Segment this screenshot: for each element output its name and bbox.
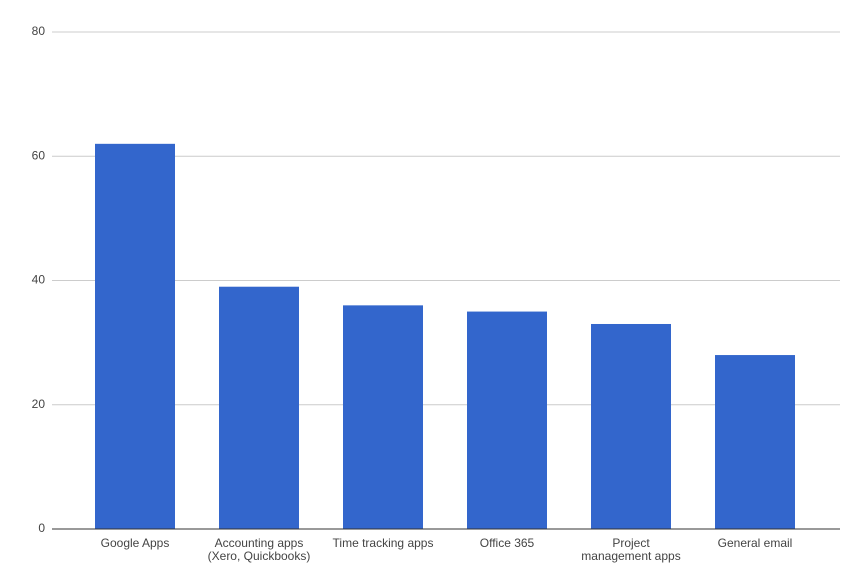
y-tick-label: 40 bbox=[32, 273, 46, 287]
bar bbox=[467, 311, 547, 529]
bar bbox=[95, 143, 175, 529]
x-tick-label: General email bbox=[717, 536, 793, 550]
y-tick-label: 0 bbox=[38, 521, 45, 535]
x-tick-label: Project management apps bbox=[581, 536, 681, 563]
x-tick-label: Time tracking apps bbox=[332, 536, 434, 550]
y-tick-label: 60 bbox=[32, 148, 46, 162]
x-tick-label: Office 365 bbox=[479, 536, 535, 550]
x-tick-label: Accounting apps (Xero, Quickbooks) bbox=[207, 536, 311, 563]
bar bbox=[343, 305, 423, 529]
bar bbox=[715, 355, 795, 529]
y-tick-label: 80 bbox=[32, 24, 46, 38]
x-tick-label: Google Apps bbox=[100, 536, 170, 550]
bar bbox=[219, 286, 299, 529]
y-tick-label: 20 bbox=[32, 397, 46, 411]
bar bbox=[591, 323, 671, 529]
